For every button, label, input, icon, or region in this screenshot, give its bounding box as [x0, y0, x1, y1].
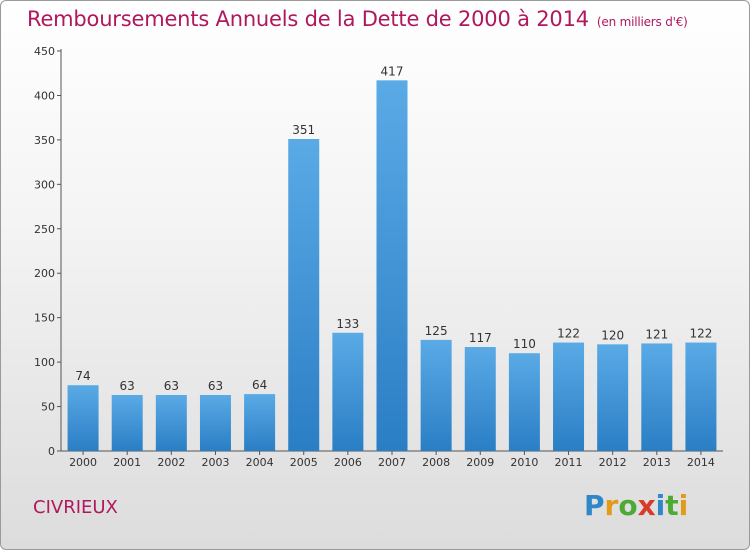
bar	[332, 332, 364, 451]
x-tick-label: 2005	[290, 456, 318, 469]
chart-title: Remboursements Annuels de la Dette de 20…	[27, 7, 688, 31]
data-label: 121	[645, 327, 668, 341]
data-label: 417	[381, 64, 404, 78]
bars	[67, 80, 717, 451]
x-tick-label: 2007	[378, 456, 406, 469]
data-label: 63	[120, 379, 135, 393]
data-label: 122	[557, 327, 580, 341]
chart-title-text: Remboursements Annuels de la Dette de 20…	[27, 7, 589, 31]
y-tick-label: 400	[34, 89, 55, 102]
data-label: 133	[336, 317, 359, 331]
bar	[641, 343, 673, 451]
bar	[376, 80, 408, 451]
logo-letter: i	[678, 489, 689, 522]
axes: 0 50 100 150 200 250 300 350 400 450 2000 2001 2002 2…	[34, 45, 723, 469]
x-tick-label: 2009	[466, 456, 494, 469]
y-tick-label: 300	[34, 178, 55, 191]
x-tick-label: 2014	[687, 456, 715, 469]
logo-letter: i	[655, 489, 666, 522]
bar	[597, 344, 629, 451]
logo-letter: r	[604, 489, 619, 522]
bar	[199, 395, 231, 451]
x-tick-label: 2002	[157, 456, 185, 469]
data-label: 63	[164, 379, 179, 393]
x-tick-label: 2004	[246, 456, 274, 469]
bar	[288, 139, 320, 451]
data-label: 120	[601, 328, 624, 342]
y-tick-label: 150	[34, 312, 55, 325]
data-label: 110	[513, 337, 536, 351]
data-label: 351	[292, 123, 315, 137]
town-name: CIVRIEUX	[33, 497, 118, 518]
data-label: 63	[208, 379, 223, 393]
bar	[155, 395, 187, 451]
data-label: 74	[75, 369, 90, 383]
data-label: 117	[469, 331, 492, 345]
bar	[553, 342, 585, 451]
x-tick-label: 2003	[201, 456, 229, 469]
x-tick-label: 2008	[422, 456, 450, 469]
y-tick-label: 100	[34, 356, 55, 369]
bar	[464, 347, 496, 451]
logo-letter: P	[584, 489, 605, 522]
bar	[244, 394, 276, 451]
data-label: 64	[252, 378, 267, 392]
data-label: 122	[689, 327, 712, 341]
y-tick-label: 0	[48, 445, 55, 458]
x-tick-label: 2000	[69, 456, 97, 469]
x-tick-label: 2001	[113, 456, 141, 469]
bar	[111, 395, 143, 451]
logo-letter: x	[637, 489, 656, 522]
y-tick-label: 50	[41, 401, 55, 414]
bar	[67, 385, 99, 451]
x-tick-label: 2006	[334, 456, 362, 469]
bar	[420, 339, 452, 451]
data-labels: 74 63 63 63 64 351 133 417 125 117 110 122 120 121 122	[75, 64, 712, 393]
logo-letter: o	[618, 489, 638, 522]
bar	[508, 353, 540, 451]
x-tick-label: 2013	[643, 456, 671, 469]
y-tick-label: 450	[34, 45, 55, 58]
y-tick-label: 250	[34, 223, 55, 236]
data-label: 125	[425, 324, 448, 338]
y-tick-label: 350	[34, 134, 55, 147]
chart-unit: (en milliers d'€)	[596, 15, 688, 29]
bar	[685, 342, 717, 451]
x-tick-label: 2011	[555, 456, 583, 469]
x-tick-label: 2010	[510, 456, 538, 469]
y-tick-label: 200	[34, 267, 55, 280]
logo-letter: t	[665, 489, 679, 522]
proxiti-logo: Proxiti	[584, 489, 688, 522]
x-tick-label: 2012	[599, 456, 627, 469]
